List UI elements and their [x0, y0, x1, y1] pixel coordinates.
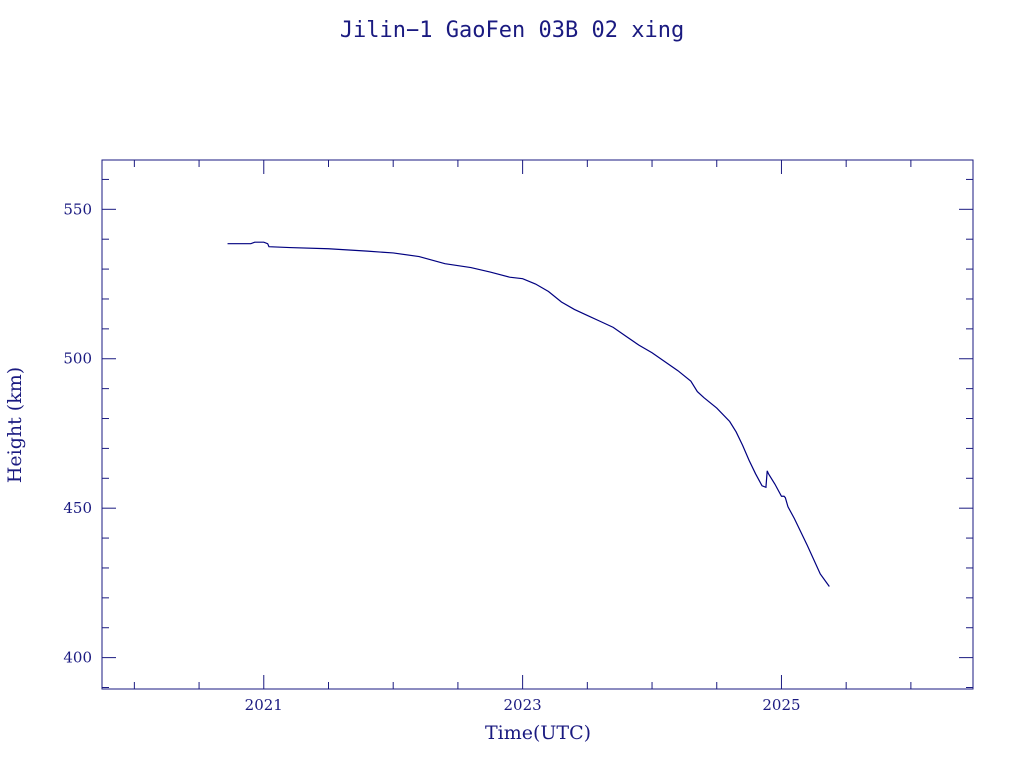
- y-tick-label: 400: [63, 649, 92, 667]
- axis-ticks: [102, 160, 973, 689]
- x-axis-label: Time(UTC): [485, 722, 591, 744]
- x-tick-label: 2025: [762, 696, 800, 714]
- y-tick-label: 500: [63, 350, 92, 368]
- y-tick-label: 550: [63, 200, 92, 218]
- plot-frame: [101, 159, 974, 690]
- y-tick-label: 450: [63, 499, 92, 517]
- x-tick-label: 2023: [504, 696, 542, 714]
- y-axis-label: Height (km): [4, 367, 26, 483]
- axis-tick-labels: 2021 2023 2025 400 450 500 550: [63, 200, 800, 714]
- series-line-height: [227, 241, 830, 587]
- chart-title: Jilin−1 GaoFen 03B 02 xing: [340, 18, 684, 43]
- x-tick-label: 2021: [245, 696, 283, 714]
